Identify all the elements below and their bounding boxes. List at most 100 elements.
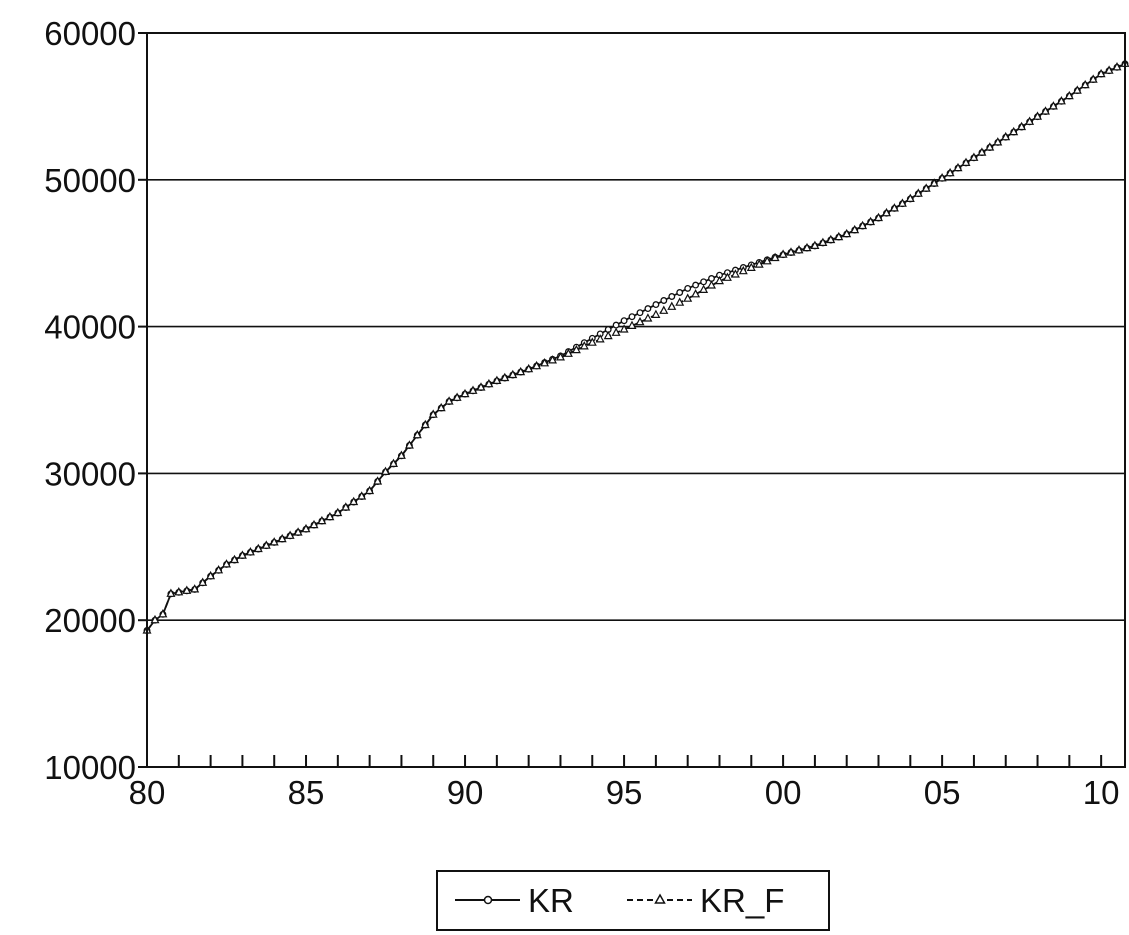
data-point [460,388,470,398]
data-point [754,259,764,268]
data-point [237,550,247,559]
data-point [651,309,661,318]
data-point [229,554,240,564]
data-point [508,369,518,379]
y-tick-label: 50000 [44,162,136,199]
data-point [611,327,621,336]
data-point [746,262,756,271]
data-point [1001,131,1011,141]
y-tick-label: 40000 [44,309,136,346]
x-tick-label: 80 [129,774,166,811]
data-point [905,193,915,202]
data-point [301,523,311,533]
data-point [850,224,860,234]
data-point [627,320,637,329]
data-point [730,269,740,278]
data-point [174,587,184,596]
legend-marker-kr-f [654,893,666,904]
data-point [524,363,534,373]
data-point [714,275,725,285]
data-point [452,392,462,401]
data-point [158,609,168,618]
x-tick-label: 00 [765,774,802,811]
y-tick-label: 60000 [44,15,136,52]
data-point [579,341,589,350]
data-point [937,173,947,182]
data-point [913,188,923,197]
data-point [786,247,796,256]
data-point [1009,126,1019,136]
data-point [571,344,581,354]
data-point [555,352,566,361]
data-point [881,207,892,217]
legend-marker-kr [483,895,493,905]
data-point [420,419,430,429]
data-point [468,385,478,394]
data-point [341,502,351,511]
y-axis: 10000 20000 30000 40000 50000 60000 [44,15,147,786]
data-point [706,280,717,289]
data-point [1088,74,1098,83]
data-point [396,450,406,459]
data-point [563,348,573,357]
data-point [929,178,939,187]
data-point [993,137,1003,146]
data-point [388,458,399,467]
data-point [675,297,685,306]
y-tick-label: 10000 [44,749,136,786]
data-point [277,533,287,543]
data-point [190,584,200,593]
data-point [198,577,208,586]
data-point [325,511,335,521]
data-point [214,565,224,574]
data-point [269,537,279,546]
data-point [333,507,343,517]
data-point [961,157,971,166]
gridlines [147,32,1125,622]
y-tick-label: 20000 [44,602,136,639]
legend: KR KR_F [436,870,830,931]
data-point [540,358,550,367]
x-tick-label: 10 [1083,774,1120,811]
data-point [261,540,271,549]
data-point [412,429,422,439]
data-point [842,228,852,238]
data-point [826,234,836,244]
data-point [1056,96,1066,105]
data-point [969,152,979,161]
data-point [691,289,701,298]
data-point [532,360,542,370]
data-point [889,203,899,212]
data-point [547,355,558,364]
data-point [802,242,812,252]
data-point [818,237,828,246]
data-point [692,281,700,289]
data-point [245,547,255,556]
data-point [873,212,884,222]
data-point [1104,65,1114,74]
legend-label-kr: KR [528,882,574,919]
data-point [738,265,748,275]
data-point [1080,79,1090,89]
data-point [206,570,216,580]
data-point [667,301,677,310]
data-point [834,231,844,241]
series-kr-f [142,58,1129,634]
data-point [317,515,327,525]
data-point [285,530,295,539]
data-point [492,375,502,384]
data-point [700,278,708,286]
data-point [659,305,669,314]
data-point [516,366,526,376]
x-tick-label: 05 [924,774,961,811]
data-point [436,402,446,412]
data-point [628,313,636,321]
data-point [357,491,367,500]
data-point [603,330,613,340]
data-point [500,372,510,382]
data-point [770,252,780,262]
legend-label-kr-f: KR_F [700,882,784,919]
data-point [668,293,676,300]
data-point [476,382,486,391]
